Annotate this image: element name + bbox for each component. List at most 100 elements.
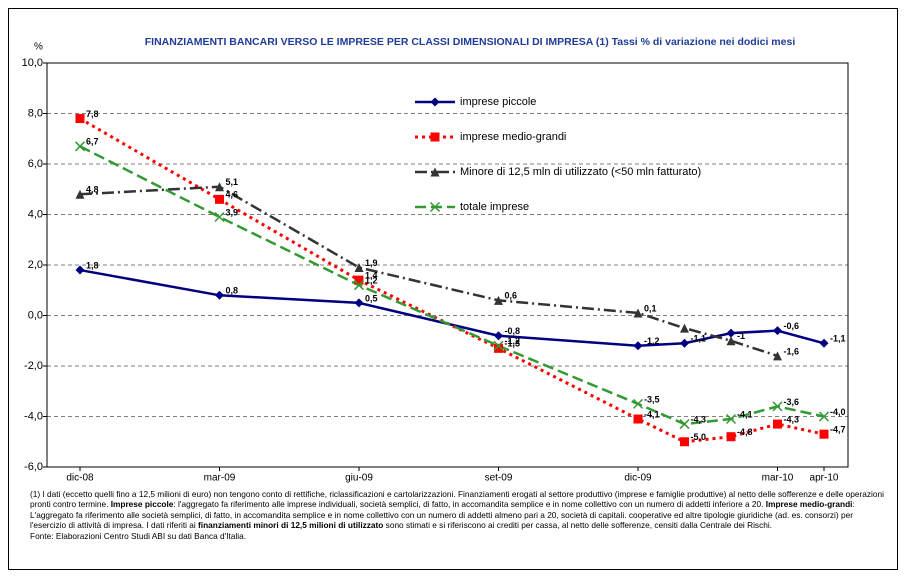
data-point — [493, 340, 504, 351]
data-point — [215, 290, 224, 300]
data-label: -3,5 — [644, 394, 660, 404]
legend-marker — [429, 201, 441, 213]
data-label: 4,6 — [226, 190, 239, 200]
source: Fonte: Elaborazioni Centro Studi ABI su … — [30, 530, 247, 541]
data-label: -4,8 — [737, 427, 753, 437]
data-label: -1,1 — [691, 334, 707, 344]
data-label: 0,6 — [505, 291, 518, 301]
data-point — [772, 401, 783, 412]
data-label: -1,6 — [784, 346, 800, 356]
data-point — [773, 351, 782, 361]
footnote-part: Imprese piccole — [110, 499, 174, 510]
legend-marker — [430, 97, 440, 107]
data-point — [773, 419, 782, 429]
data-point — [215, 194, 224, 204]
data-label: -4,1 — [737, 409, 753, 419]
y-tick-label: -4,0 — [24, 410, 43, 422]
data-point — [773, 326, 782, 336]
data-point — [819, 338, 829, 348]
y-tick-label: 6,0 — [28, 158, 43, 170]
x-tick-label: mar-09 — [204, 473, 236, 484]
data-point — [75, 189, 85, 199]
data-label: -4,3 — [784, 414, 800, 424]
data-point — [633, 414, 643, 424]
data-point — [354, 298, 364, 308]
data-point — [494, 295, 503, 305]
y-tick-label: -2,0 — [24, 360, 43, 372]
footnote-part: : L'aggregato fa riferimento alle societ… — [30, 499, 855, 531]
data-label: 1,4 — [365, 271, 378, 281]
data-label: 1,9 — [365, 258, 378, 268]
data-point — [725, 413, 737, 425]
data-point — [726, 432, 736, 442]
data-label: -4,7 — [830, 425, 846, 435]
data-point — [679, 419, 690, 430]
legend-label: imprese medio-grandi — [460, 131, 566, 143]
legend-label: totale imprese — [460, 201, 529, 213]
footnote-part: : l'aggregato fa riferimento alle impres… — [173, 499, 766, 510]
data-label: -1 — [737, 331, 745, 341]
legend-marker — [430, 132, 440, 142]
footnote-part: sono stimati e si riferiscono ai crediti… — [383, 520, 772, 531]
data-point — [494, 331, 503, 341]
y-tick-label: 2,0 — [28, 259, 43, 271]
frame — [8, 8, 898, 570]
data-label: -4,0 — [830, 407, 846, 417]
data-label: 5,1 — [226, 177, 239, 187]
footnote-part: (1) I dati (eccetto quelli fino a 12,5 m… — [30, 489, 884, 510]
footnote-part: finanziamenti minori di 12,5 milioni di … — [198, 520, 384, 531]
data-label: -5,0 — [691, 432, 707, 442]
data-point — [819, 429, 829, 439]
data-point — [354, 263, 364, 273]
data-point — [726, 328, 736, 338]
x-tick-label: dic-09 — [624, 473, 652, 484]
data-point — [633, 341, 643, 351]
data-point — [353, 280, 365, 291]
data-label: 6,7 — [86, 137, 99, 147]
footnote-part: Imprese medio-grandi — [765, 499, 853, 510]
data-label: 3,9 — [226, 207, 239, 217]
x-tick-label: apr-10 — [810, 473, 839, 484]
x-tick-label: dic-08 — [66, 473, 94, 484]
data-point — [494, 343, 503, 353]
data-point — [75, 265, 85, 275]
series-line — [79, 117, 825, 444]
data-point — [75, 114, 85, 124]
data-label: -0,6 — [784, 321, 800, 331]
data-label: 7,8 — [86, 109, 99, 119]
data-label: 4,8 — [86, 185, 99, 195]
footnote: (1) I dati (eccetto quelli fino a 12,5 m… — [30, 489, 890, 541]
y-axis-label: % — [34, 42, 43, 53]
data-point — [632, 398, 644, 409]
data-point — [680, 338, 689, 348]
data-label: -1,3 — [505, 339, 521, 349]
data-label: 0,5 — [365, 293, 378, 303]
y-tick-label: 4,0 — [28, 208, 43, 220]
data-point — [214, 211, 225, 223]
data-label: -4,3 — [691, 414, 707, 424]
legend-label: imprese piccole — [460, 96, 536, 108]
data-point — [633, 308, 643, 318]
data-point — [354, 275, 364, 285]
x-tick-label: mar-10 — [762, 473, 794, 484]
data-point — [680, 437, 689, 447]
data-label: 0,8 — [226, 286, 239, 296]
data-label: -4,1 — [644, 409, 660, 419]
legend-label: Minore di 12,5 mln di utilizzato (<50 ml… — [460, 166, 701, 178]
series-line — [79, 185, 778, 358]
data-point — [215, 182, 224, 192]
x-tick-label: giu-09 — [345, 473, 373, 484]
data-label: 1,8 — [86, 260, 99, 270]
data-label: 1,2 — [365, 276, 378, 286]
data-label: -1,2 — [644, 336, 660, 346]
chart-title: FINANZIAMENTI BANCARI VERSO LE IMPRESE P… — [145, 36, 796, 48]
legend-marker — [430, 167, 440, 177]
y-tick-label: 8,0 — [28, 107, 43, 119]
data-label: -0,8 — [505, 326, 521, 336]
data-label: 0,1 — [644, 303, 657, 313]
data-point — [680, 323, 689, 333]
y-tick-label: 0,0 — [28, 309, 43, 321]
y-tick-label: -6,0 — [24, 461, 43, 473]
y-tick-label: 10,0 — [22, 57, 43, 69]
